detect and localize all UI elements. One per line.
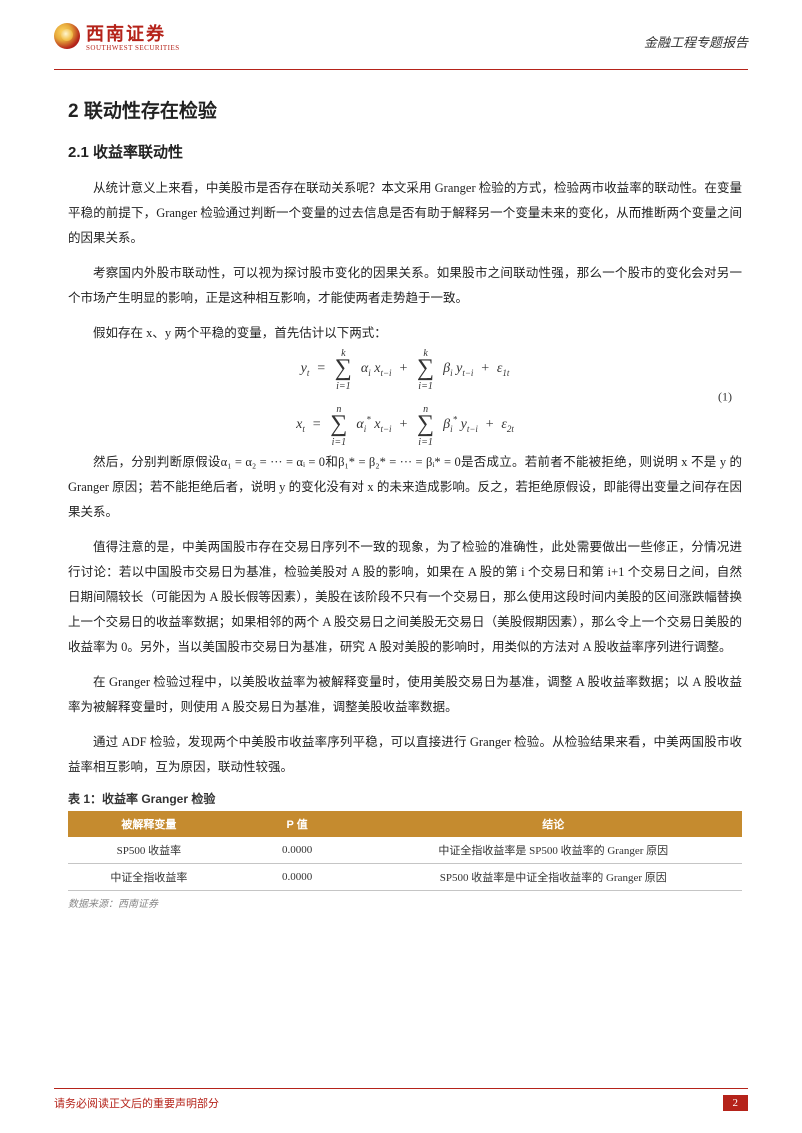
- sigma-icon: k∑i=1: [417, 358, 434, 380]
- logo-text-en: SOUTHWEST SECURITIES: [86, 44, 180, 52]
- paragraph-1: 从统计意义上来看，中美股市是否存在联动关系呢？本文采用 Granger 检验的方…: [68, 176, 742, 251]
- paragraph-4: 然后，分别判断原假设α₁ = α₂ = ··· = αᵢ = 0和β₁* = β…: [68, 450, 742, 525]
- table-row: 中证全指收益率 0.0000 SP500 收益率是中证全指收益率的 Grange…: [68, 864, 742, 891]
- sigma-icon: n∑i=1: [417, 414, 434, 436]
- paragraph-6: 在 Granger 检验过程中，以美股收益率为被解释变量时，使用美股交易日为基准…: [68, 670, 742, 720]
- equation-line-x: xt = n∑i=1 αi* xt−i + n∑i=1 βi* yt−i + ε…: [68, 414, 742, 436]
- page-content: 2 联动性存在检验 2.1 收益率联动性 从统计意义上来看，中美股市是否存在联动…: [0, 72, 802, 910]
- header-report-type: 金融工程专题报告: [644, 32, 748, 51]
- equation-number: (1): [718, 390, 732, 405]
- page-header: 西南证券 SOUTHWEST SECURITIES 金融工程专题报告: [0, 0, 802, 72]
- table-header-row: 被解释变量 P 值 结论: [68, 811, 742, 837]
- table-cell: SP500 收益率是中证全指收益率的 Granger 原因: [365, 864, 742, 891]
- equation-1: yt = k∑i=1 αi xt−i + k∑i=1 βi yt−i + ε1t…: [68, 358, 742, 436]
- page-number: 2: [723, 1095, 749, 1111]
- paragraph-2: 考察国内外股市联动性，可以视为探讨股市变化的因果关系。如果股市之间联动性强，那么…: [68, 261, 742, 311]
- section-heading-1: 2 联动性存在检验: [68, 96, 742, 123]
- table-row: SP500 收益率 0.0000 中证全指收益率是 SP500 收益率的 Gra…: [68, 837, 742, 864]
- table-header-col3: 结论: [365, 811, 742, 837]
- sigma-icon: n∑i=1: [330, 414, 347, 436]
- page-footer: 请务必阅读正文后的重要声明部分 2: [54, 1088, 748, 1112]
- table-cell: 0.0000: [230, 864, 365, 891]
- footer-disclaimer: 请务必阅读正文后的重要声明部分: [54, 1095, 219, 1111]
- table-title: 表 1：收益率 Granger 检验: [68, 790, 742, 807]
- equation-line-y: yt = k∑i=1 αi xt−i + k∑i=1 βi yt−i + ε1t: [68, 358, 742, 380]
- table-header-col1: 被解释变量: [68, 811, 230, 837]
- sigma-icon: k∑i=1: [335, 358, 352, 380]
- table-header-col2: P 值: [230, 811, 365, 837]
- logo-icon: [54, 23, 80, 49]
- table-cell: 中证全指收益率是 SP500 收益率的 Granger 原因: [365, 837, 742, 864]
- paragraph-3: 假如存在 x、y 两个平稳的变量，首先估计以下两式：: [68, 321, 742, 346]
- header-divider: [54, 69, 748, 71]
- table-source: 数据来源：西南证券: [68, 895, 742, 910]
- section-heading-2: 2.1 收益率联动性: [68, 141, 742, 162]
- table-cell: 中证全指收益率: [68, 864, 230, 891]
- paragraph-7: 通过 ADF 检验，发现两个中美股市收益率序列平稳，可以直接进行 Granger…: [68, 730, 742, 780]
- logo-text-cn: 西南证券: [86, 20, 180, 46]
- granger-test-table: 被解释变量 P 值 结论 SP500 收益率 0.0000 中证全指收益率是 S…: [68, 811, 742, 891]
- footer-divider: [54, 1088, 748, 1090]
- table-cell: 0.0000: [230, 837, 365, 864]
- table-cell: SP500 收益率: [68, 837, 230, 864]
- paragraph-5: 值得注意的是，中美两国股市存在交易日序列不一致的现象，为了检验的准确性，此处需要…: [68, 535, 742, 660]
